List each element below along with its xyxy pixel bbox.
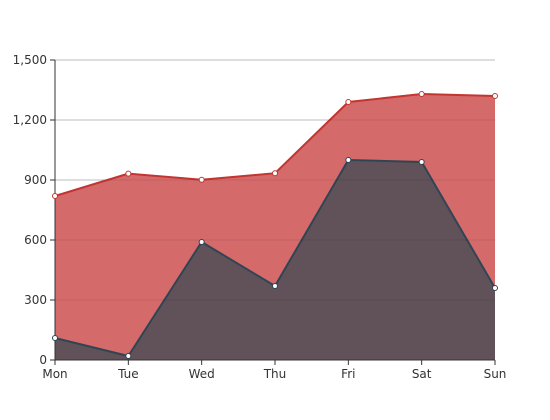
series-area-1 [55, 160, 495, 360]
x-tick-label: Tue [117, 367, 139, 381]
data-point[interactable] [52, 335, 58, 341]
x-tick-label: Sun [484, 367, 507, 381]
series-areas [54, 59, 496, 360]
y-tick-label: 1,200 [13, 113, 47, 127]
tick-labels: 0 300 600 900 1,200 1,500 Mon Tue Wed Thu Fri Sat Su… [13, 53, 507, 381]
data-points [52, 91, 498, 359]
data-point[interactable] [492, 285, 498, 291]
axes [50, 59, 496, 365]
data-point[interactable] [125, 170, 132, 177]
x-tick-label: Fri [341, 367, 355, 381]
y-tick-label: 300 [24, 293, 47, 307]
data-point[interactable] [125, 353, 132, 359]
x-tick-label: Thu [263, 367, 287, 381]
data-point[interactable] [198, 176, 205, 183]
data-point[interactable] [345, 157, 352, 163]
data-point[interactable] [198, 239, 205, 245]
data-point[interactable] [272, 283, 278, 289]
data-point[interactable] [345, 99, 352, 105]
data-point[interactable] [52, 193, 58, 199]
data-point[interactable] [492, 93, 498, 99]
y-tick-label: 1,500 [13, 53, 47, 67]
x-tick-label: Wed [189, 367, 215, 381]
data-point[interactable] [272, 170, 278, 177]
data-point[interactable] [418, 91, 425, 97]
x-tick-label: Mon [42, 367, 67, 381]
y-tick-label: 0 [39, 353, 47, 367]
x-tick-label: Sat [412, 367, 432, 381]
y-tick-label: 900 [24, 173, 47, 187]
data-point[interactable] [418, 159, 425, 165]
y-tick-label: 600 [24, 233, 47, 247]
